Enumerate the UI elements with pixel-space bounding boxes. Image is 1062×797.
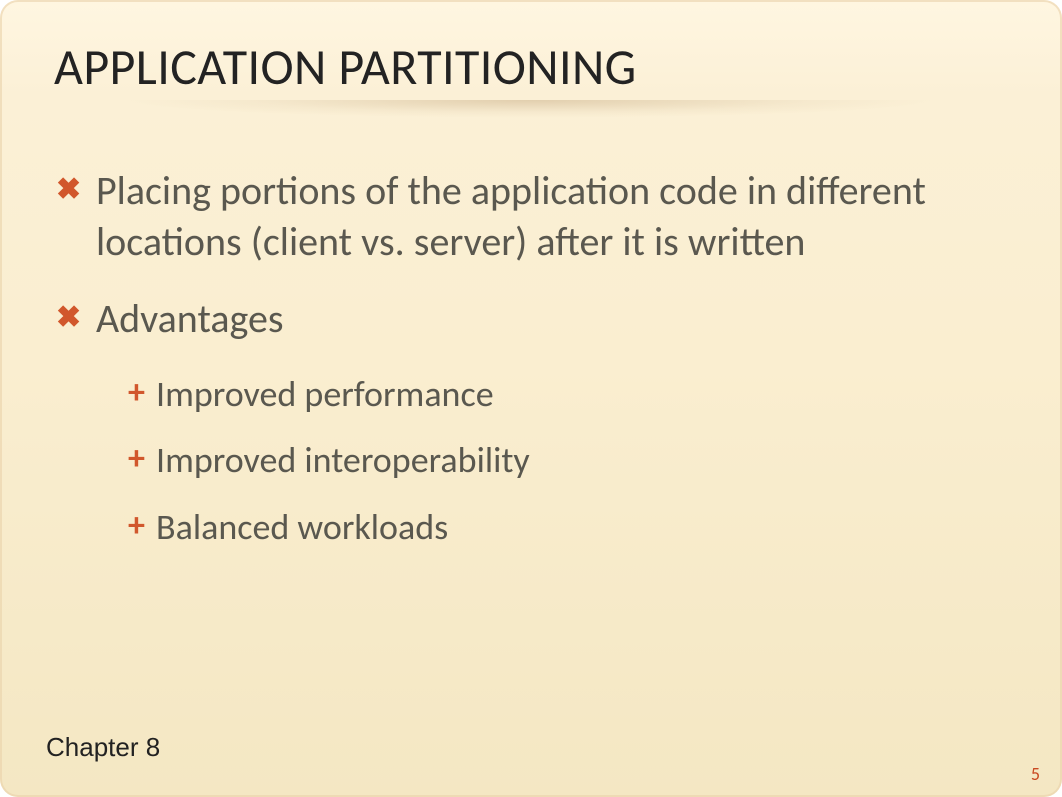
bullet-text: Advantages — [96, 293, 284, 344]
x-icon: ✖ — [56, 169, 96, 211]
plus-icon: + — [128, 506, 156, 546]
plus-icon: + — [128, 439, 156, 479]
bullet-level1: ✖ Advantages — [56, 293, 1012, 344]
bullet-text: Balanced workloads — [156, 504, 448, 551]
chapter-label: Chapter 8 — [46, 732, 160, 763]
bullet-text: Improved performance — [156, 371, 494, 418]
slide-content: ✖ Placing portions of the application co… — [56, 165, 1012, 551]
slide: APPLICATION PARTITIONING ✖ Placing porti… — [0, 0, 1062, 797]
slide-title: APPLICATION PARTITIONING — [54, 40, 1012, 95]
bullet-level2: + Improved performance — [128, 371, 1012, 418]
bullet-level2: + Improved interoperability — [128, 437, 1012, 484]
sub-bullet-list: + Improved performance + Improved intero… — [128, 371, 1012, 551]
page-number: 5 — [1031, 763, 1040, 785]
x-icon: ✖ — [56, 297, 96, 339]
title-underline-shadow — [24, 100, 1036, 122]
bullet-level2: + Balanced workloads — [128, 504, 1012, 551]
plus-icon: + — [128, 373, 156, 413]
bullet-text: Placing portions of the application code… — [96, 165, 976, 267]
bullet-level1: ✖ Placing portions of the application co… — [56, 165, 1012, 267]
bullet-text: Improved interoperability — [156, 437, 530, 484]
